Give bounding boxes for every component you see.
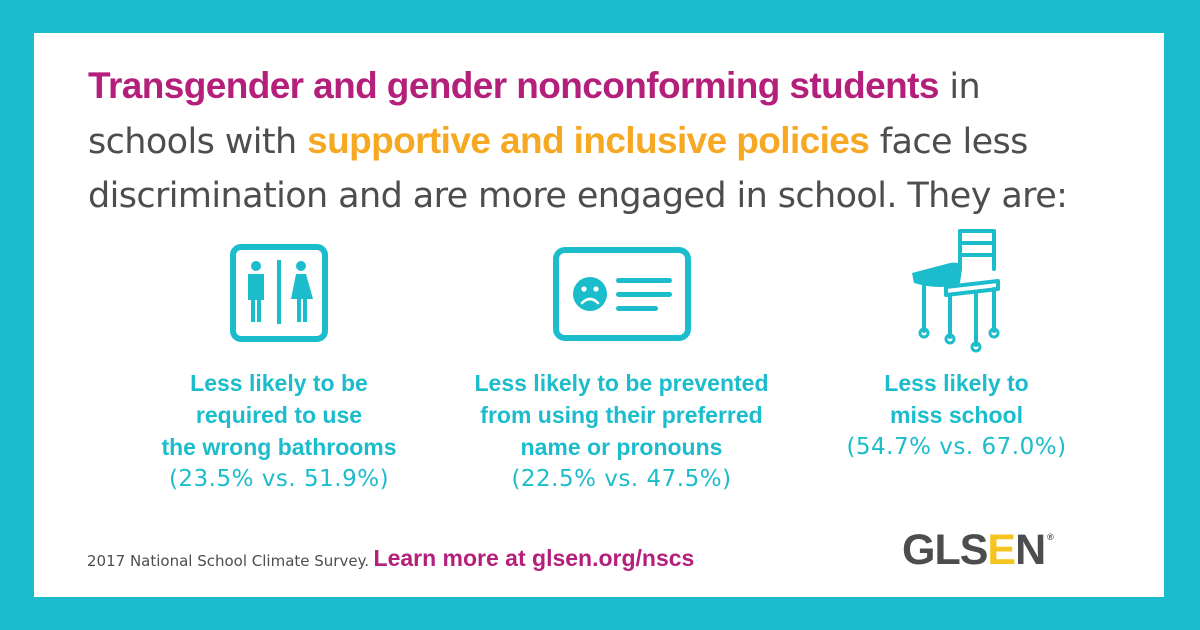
stat-value-miss-school: (54.7% vs. 67.0%) <box>846 434 1067 460</box>
stat-label-line: Less likely to <box>884 370 1029 396</box>
stat-label-miss-school: Less likely to miss school <box>809 367 1104 431</box>
registered-mark: ® <box>1047 532 1054 542</box>
stat-label-line: the wrong bathrooms <box>161 434 397 460</box>
headline: Transgender and gender nonconforming stu… <box>88 59 1108 223</box>
stat-label-line: miss school <box>890 402 1023 428</box>
headline-highlight-policies: supportive and inclusive policies <box>307 120 870 161</box>
headline-text-1: in schools with <box>88 67 981 162</box>
stat-label-bathrooms: Less likely to be required to use the wr… <box>134 367 424 463</box>
stat-label-line: Less likely to be prevented <box>474 370 769 396</box>
stat-label-line: required to use <box>195 402 363 428</box>
logo-text-pre: GLS <box>902 526 988 574</box>
stat-label-line: from using their preferred <box>480 402 763 428</box>
glsen-logo: GLSEN ® <box>902 526 1054 575</box>
headline-text-2: face less discrimination and are more en… <box>88 122 1068 216</box>
stat-value-name-pronouns: (22.5% vs. 47.5%) <box>511 466 732 492</box>
stat-name-pronouns: Less likely to be prevented from using t… <box>434 243 809 495</box>
source-citation: 2017 National School Climate Survey. <box>87 552 370 570</box>
school-desk-icon <box>911 229 1000 353</box>
id-card-sad-face-icon <box>552 247 691 341</box>
stat-value-bathrooms: (23.5% vs. 51.9%) <box>168 466 390 492</box>
stat-label-line: name or pronouns <box>520 434 723 460</box>
stat-label-name-pronouns: Less likely to be prevented from using t… <box>434 367 809 463</box>
stat-bathrooms: Less likely to be required to use the wr… <box>134 243 424 495</box>
stat-label-line: Less likely to be <box>190 370 368 396</box>
logo-text-e: E <box>987 526 1016 574</box>
stat-miss-school: Less likely to miss school (54.7% vs. 67… <box>809 223 1104 463</box>
infographic-card: Transgender and gender nonconforming stu… <box>34 33 1164 597</box>
headline-highlight-students: Transgender and gender nonconforming stu… <box>88 65 939 106</box>
learn-more-link[interactable]: Learn more at glsen.org/nscs <box>373 545 695 571</box>
footer: 2017 National School Climate Survey. Lea… <box>87 545 694 572</box>
restroom-sign-icon <box>230 244 328 342</box>
logo-text-post: N <box>1015 526 1046 574</box>
